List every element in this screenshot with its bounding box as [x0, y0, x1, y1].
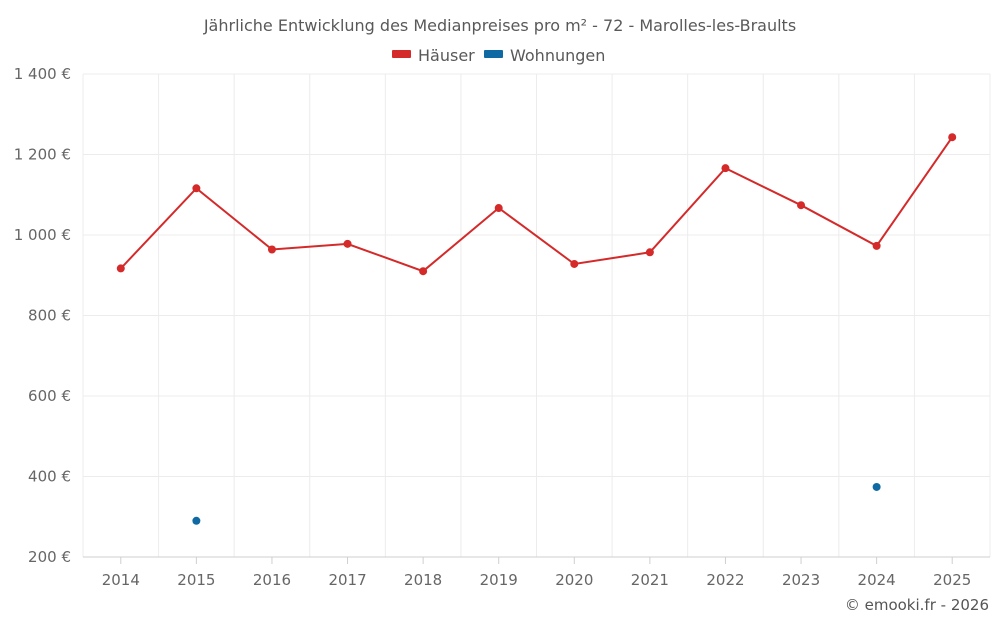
x-tick-label: 2019	[480, 571, 518, 589]
data-point[interactable]	[872, 241, 881, 250]
x-axis-ticks: 2014 2015 2016 2017 2018 2019 2020 2021 2022 2023…	[102, 557, 971, 589]
y-tick-label: 1 400 €	[14, 65, 71, 83]
series-line	[120, 136, 954, 273]
legend-swatch-wohnungen	[484, 50, 503, 58]
legend-label-wohnungen: Wohnungen	[510, 46, 605, 65]
x-tick-label: 2018	[404, 571, 442, 589]
data-point[interactable]	[872, 482, 881, 491]
data-point[interactable]	[570, 259, 579, 268]
credit: © emooki.fr - 2026	[845, 596, 989, 614]
y-tick-label: 1 000 €	[14, 226, 71, 244]
data-point[interactable]	[645, 248, 654, 257]
data-point[interactable]	[192, 184, 201, 193]
data-point[interactable]	[419, 267, 428, 276]
y-tick-label: 1 200 €	[14, 146, 71, 164]
x-tick-label: 2015	[177, 571, 215, 589]
x-tick-label: 2016	[253, 571, 291, 589]
data-point[interactable]	[192, 516, 201, 525]
x-tick-label: 2017	[328, 571, 366, 589]
series-haeuser[interactable]	[116, 133, 957, 276]
data-point[interactable]	[797, 201, 806, 210]
y-tick-label: 400 €	[28, 468, 71, 486]
series-wohnungen[interactable]	[192, 482, 881, 525]
grid	[82, 73, 991, 558]
x-tick-label: 2021	[631, 571, 669, 589]
legend-swatch-haeuser	[392, 50, 411, 58]
data-point[interactable]	[267, 245, 276, 254]
x-tick-label: 2023	[782, 571, 820, 589]
chart-title: Jährliche Entwicklung des Medianpreises …	[203, 16, 796, 35]
x-tick-label: 2022	[706, 571, 744, 589]
legend-item-haeuser[interactable]: Häuser	[392, 46, 475, 65]
data-point[interactable]	[494, 204, 503, 213]
legend-item-wohnungen[interactable]: Wohnungen	[484, 46, 605, 65]
y-axis-ticks: 200 € 400 € 600 € 800 € 1 000 € 1 200 € 1 400 …	[14, 65, 71, 566]
series-layer	[116, 133, 957, 525]
data-point[interactable]	[948, 133, 957, 142]
x-tick-label: 2020	[555, 571, 593, 589]
data-point[interactable]	[116, 264, 125, 273]
y-tick-label: 800 €	[28, 307, 71, 325]
legend[interactable]: Häuser Wohnungen	[392, 46, 605, 65]
y-tick-label: 600 €	[28, 387, 71, 405]
legend-label-haeuser: Häuser	[418, 46, 475, 65]
data-point[interactable]	[343, 239, 352, 248]
y-tick-label: 200 €	[28, 548, 71, 566]
x-tick-label: 2025	[933, 571, 971, 589]
data-point[interactable]	[721, 164, 730, 173]
x-tick-label: 2014	[102, 571, 140, 589]
x-tick-label: 2024	[858, 571, 896, 589]
